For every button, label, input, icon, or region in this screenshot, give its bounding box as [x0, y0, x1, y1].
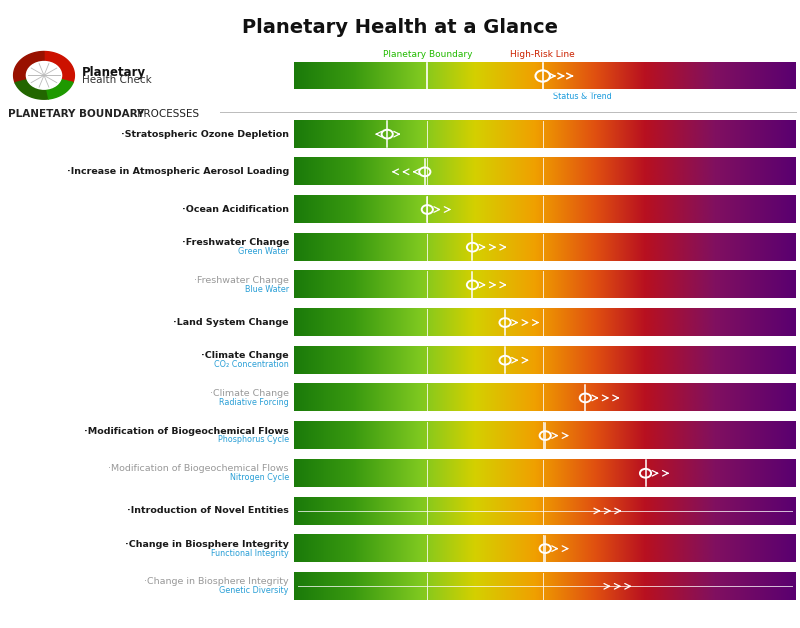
Text: ·Increase in Atmospheric Aerosol Loading: ·Increase in Atmospheric Aerosol Loading — [66, 167, 289, 176]
Text: ·Land System Change: ·Land System Change — [174, 318, 289, 327]
Text: Planetary: Planetary — [82, 66, 146, 78]
Polygon shape — [14, 51, 44, 83]
Circle shape — [26, 62, 62, 89]
Text: Increasing
Risk: Increasing Risk — [462, 92, 503, 111]
Text: Blue Water: Blue Water — [245, 284, 289, 294]
Polygon shape — [46, 80, 73, 99]
Text: ·Modification of Biogeochemical Flows: ·Modification of Biogeochemical Flows — [84, 426, 289, 436]
Text: Phosphorus Cycle: Phosphorus Cycle — [218, 435, 289, 445]
Text: Safe Operating Space: Safe Operating Space — [315, 92, 404, 100]
Text: ·Climate Change: ·Climate Change — [201, 351, 289, 360]
Text: ·Introduction of Novel Entities: ·Introduction of Novel Entities — [127, 506, 289, 516]
Text: ·Change in Biosphere Integrity: ·Change in Biosphere Integrity — [144, 577, 289, 587]
Text: Planetary Health at a Glance: Planetary Health at a Glance — [242, 18, 558, 36]
Text: Radiative Forcing: Radiative Forcing — [219, 398, 289, 407]
Text: ·Climate Change: ·Climate Change — [210, 389, 289, 398]
Text: ·Modification of Biogeochemical Flows: ·Modification of Biogeochemical Flows — [108, 464, 289, 474]
Text: CO₂ Concentration: CO₂ Concentration — [214, 360, 289, 369]
Text: High Risk Zone: High Risk Zone — [655, 92, 716, 100]
Text: High-Risk Line: High-Risk Line — [510, 50, 575, 59]
Text: ·Stratospheric Ozone Depletion: ·Stratospheric Ozone Depletion — [121, 129, 289, 139]
Text: Functional Integrity: Functional Integrity — [211, 548, 289, 558]
Text: ·Ocean Acidification: ·Ocean Acidification — [182, 205, 289, 214]
Text: ·Freshwater Change: ·Freshwater Change — [194, 276, 289, 285]
Text: ·Freshwater Change: ·Freshwater Change — [182, 238, 289, 247]
Text: Status & Trend: Status & Trend — [554, 92, 612, 100]
Text: PLANETARY BOUNDARY: PLANETARY BOUNDARY — [8, 109, 144, 119]
Text: ·Change in Biosphere Integrity: ·Change in Biosphere Integrity — [125, 539, 289, 549]
Text: PROCESSES: PROCESSES — [134, 109, 199, 119]
Text: Health Check: Health Check — [82, 75, 151, 85]
Polygon shape — [15, 80, 49, 99]
Text: Planetary Boundary: Planetary Boundary — [382, 50, 472, 59]
Polygon shape — [44, 51, 74, 82]
Text: Green Water: Green Water — [238, 247, 289, 256]
Text: Nitrogen Cycle: Nitrogen Cycle — [230, 473, 289, 482]
Text: Genetic Diversity: Genetic Diversity — [219, 586, 289, 595]
